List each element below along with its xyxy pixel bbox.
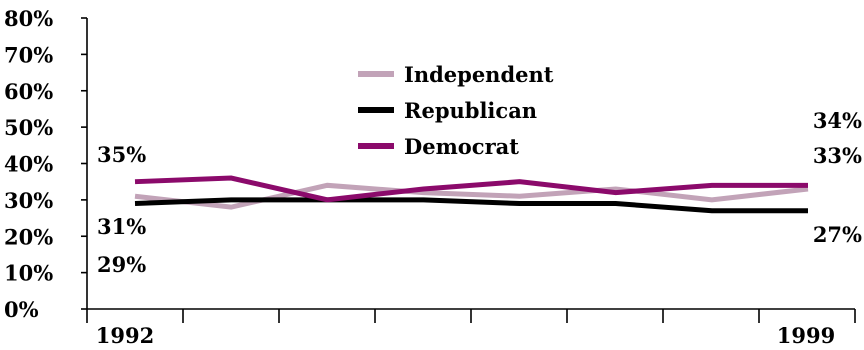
label-republican-end: 27%: [813, 222, 862, 247]
y-axis: 0% 10% 20% 30% 40% 50% 60% 70% 80%: [4, 6, 88, 322]
label-republican-start: 29%: [97, 252, 146, 277]
y-ticks: 0% 10% 20% 30% 40% 50% 60% 70% 80%: [4, 6, 87, 322]
series-line-republican: [134, 197, 808, 214]
series-line-democrat: [134, 175, 808, 203]
x-axis: 1992 1999: [86, 308, 856, 348]
y-tick-label: 10%: [4, 261, 53, 286]
y-tick-label: 80%: [4, 6, 53, 31]
y-tick-label: 30%: [4, 188, 53, 213]
y-tick-label: 40%: [4, 152, 53, 177]
legend-label-republican: Republican: [404, 98, 537, 123]
y-tick-label: 0%: [4, 297, 39, 322]
legend-label-independent: Independent: [404, 62, 554, 87]
label-independent-start: 31%: [97, 214, 146, 239]
legend-label-democrat: Democrat: [404, 134, 519, 159]
y-tick-label: 60%: [4, 79, 53, 104]
legend: Independent Republican Democrat: [358, 62, 554, 159]
x-tick-label: 1999: [777, 323, 835, 348]
y-tick-label: 70%: [4, 42, 53, 67]
label-independent-end: 33%: [813, 143, 862, 168]
label-democrat-end: 34%: [813, 108, 862, 133]
x-tick-label: 1992: [96, 323, 154, 348]
y-tick-label: 20%: [4, 224, 53, 249]
series-lines: [134, 175, 809, 214]
x-ticks: 1992 1999: [86, 309, 856, 348]
label-democrat-start: 35%: [97, 142, 146, 167]
y-tick-label: 50%: [4, 115, 53, 140]
series-line-independent: [134, 182, 809, 210]
data-labels: 35% 31% 29% 34% 33% 27%: [97, 108, 862, 277]
